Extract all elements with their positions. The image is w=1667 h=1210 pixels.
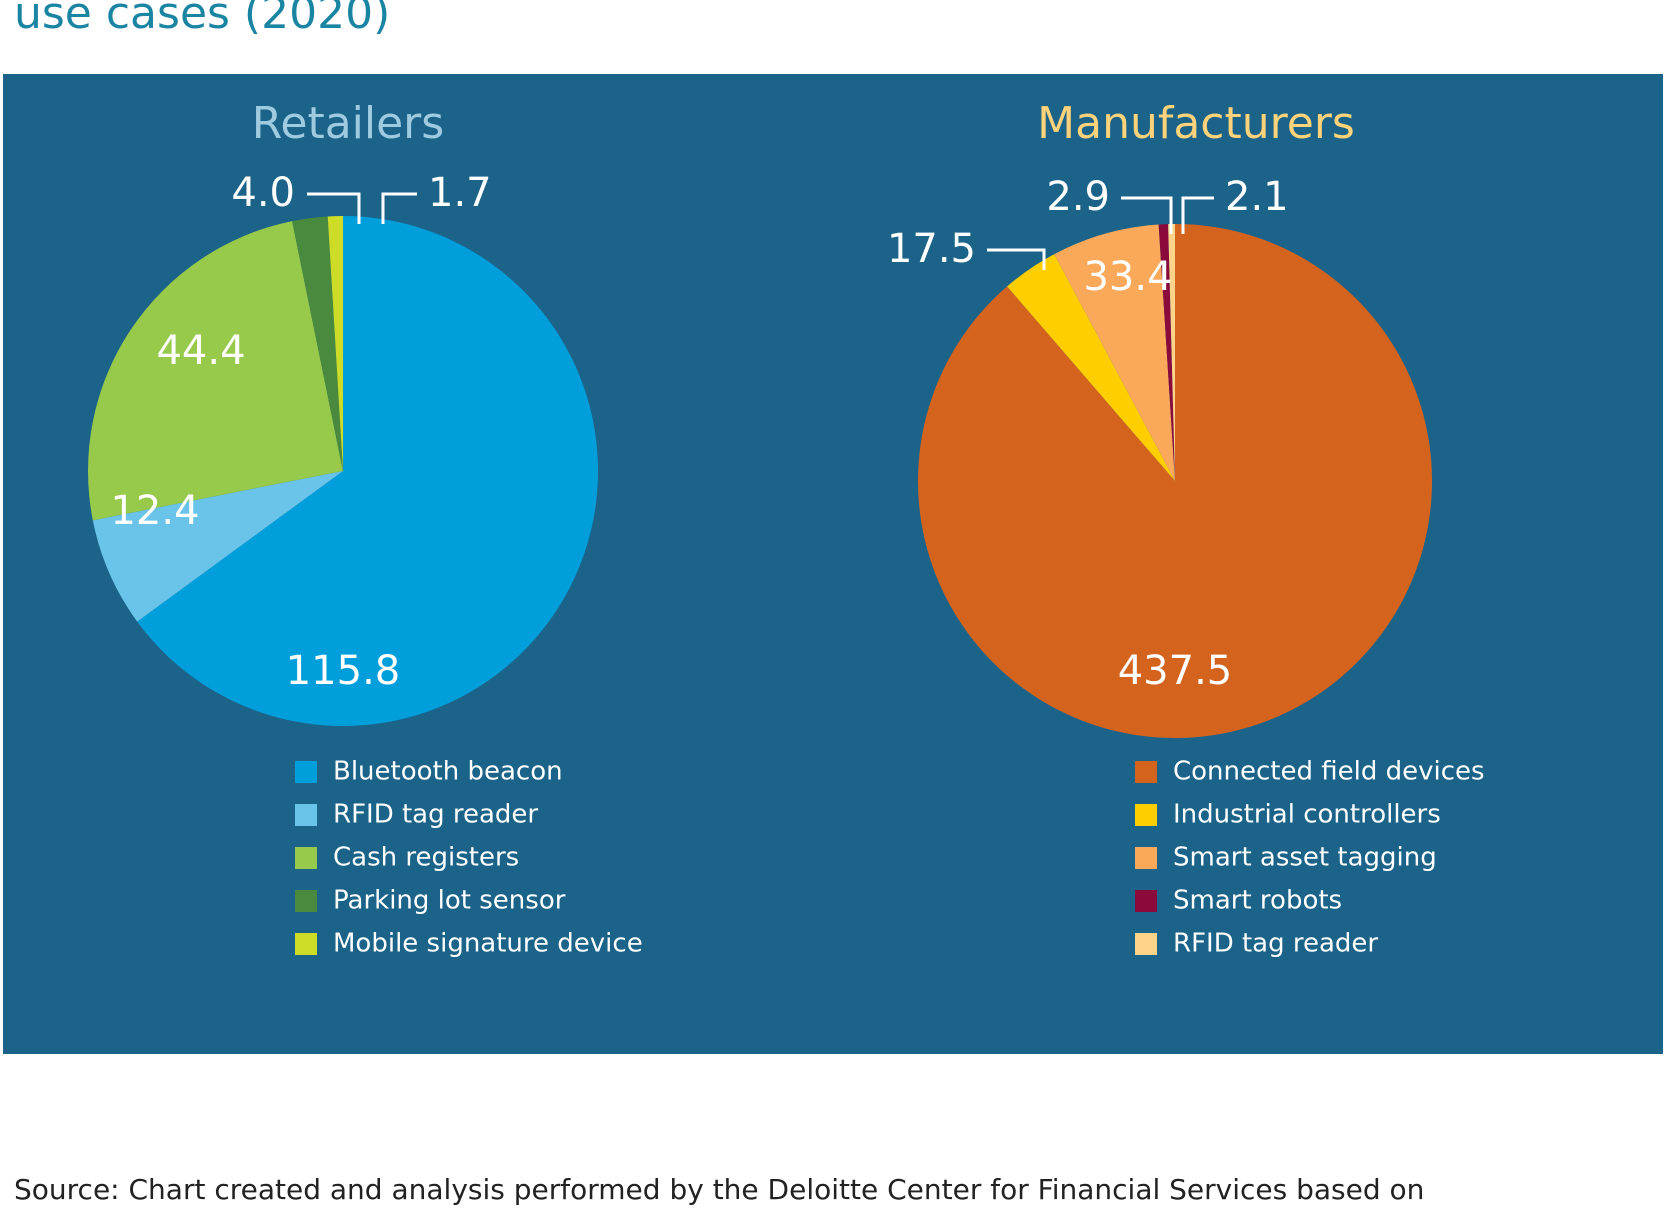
pie-slice-rfid-tag-reader — [92, 471, 343, 622]
legend-swatch — [295, 933, 317, 955]
pie-slice-mobile-signature-device — [327, 216, 343, 471]
legend-swatch — [295, 804, 317, 826]
legend-label: Mobile signature device — [333, 929, 643, 959]
pie-slice-cash-registers — [88, 221, 343, 521]
legend-swatch — [1135, 804, 1157, 826]
pie-slice-smart-asset-tagging — [1054, 224, 1175, 481]
callout-line — [381, 192, 417, 224]
callout-line — [987, 248, 1046, 270]
legend-swatch — [1135, 933, 1157, 955]
pie-slice-connected-field-devices — [918, 224, 1433, 738]
legend-swatch — [295, 890, 317, 912]
data-label: 2.1 — [1225, 174, 1289, 220]
pie-charts: Retailers 115.8 12.4 44.4 4.0 1.7 Bluetooth be… — [88, 98, 1485, 959]
legend-swatch — [295, 847, 317, 869]
legend-label: RFID tag reader — [1173, 929, 1378, 959]
legend-label: RFID tag reader — [333, 800, 538, 830]
data-label: 33.4 — [1083, 254, 1172, 300]
chart-panel: Retailers 115.8 12.4 44.4 4.0 1.7 Bluetooth be… — [3, 74, 1663, 1054]
pie-slice-industrial-controllers — [1007, 254, 1175, 481]
legend-swatch — [1135, 847, 1157, 869]
pie-slice-rfid-tag-reader — [1168, 224, 1175, 481]
pie-slice-smart-robots — [1158, 224, 1175, 481]
data-label: 17.5 — [887, 226, 976, 272]
legend-label: Industrial controllers — [1173, 800, 1441, 830]
legend-label: Smart robots — [1173, 886, 1342, 916]
pie-chart-manufacturers: Manufacturers 437.5 17.5 33.4 2.9 2.1 Connecte… — [887, 98, 1485, 959]
callout-line — [1121, 196, 1173, 234]
data-label: 1.7 — [428, 170, 492, 216]
legend-swatch — [295, 761, 317, 783]
chart-title: Manufacturers — [1037, 98, 1355, 149]
pie-slice-parking-lot-sensor — [292, 216, 343, 471]
chart-title: Retailers — [252, 98, 444, 149]
data-label: 12.4 — [110, 488, 199, 534]
data-label: 44.4 — [156, 328, 245, 374]
legend-label: Bluetooth beacon — [333, 757, 563, 787]
pie-chart-retailers: Retailers 115.8 12.4 44.4 4.0 1.7 Bluetooth be… — [88, 98, 643, 959]
legend-label: Connected field devices — [1173, 757, 1485, 787]
data-label: 115.8 — [286, 648, 401, 694]
legend-label: Smart asset tagging — [1173, 843, 1437, 873]
data-label: 4.0 — [231, 170, 295, 216]
page-title: use cases (2020) — [14, 0, 391, 39]
legend-swatch — [1135, 890, 1157, 912]
legend-label: Cash registers — [333, 843, 519, 873]
callout-line — [307, 192, 361, 224]
legend-swatch — [1135, 761, 1157, 783]
data-label: 2.9 — [1046, 174, 1110, 220]
legend-label: Parking lot sensor — [333, 886, 566, 916]
source-note: Source: Chart created and analysis perfo… — [14, 1173, 1425, 1206]
pie-slice-bluetooth-beacon — [137, 216, 598, 727]
data-label: 437.5 — [1118, 648, 1233, 694]
callout-line — [1181, 196, 1214, 234]
